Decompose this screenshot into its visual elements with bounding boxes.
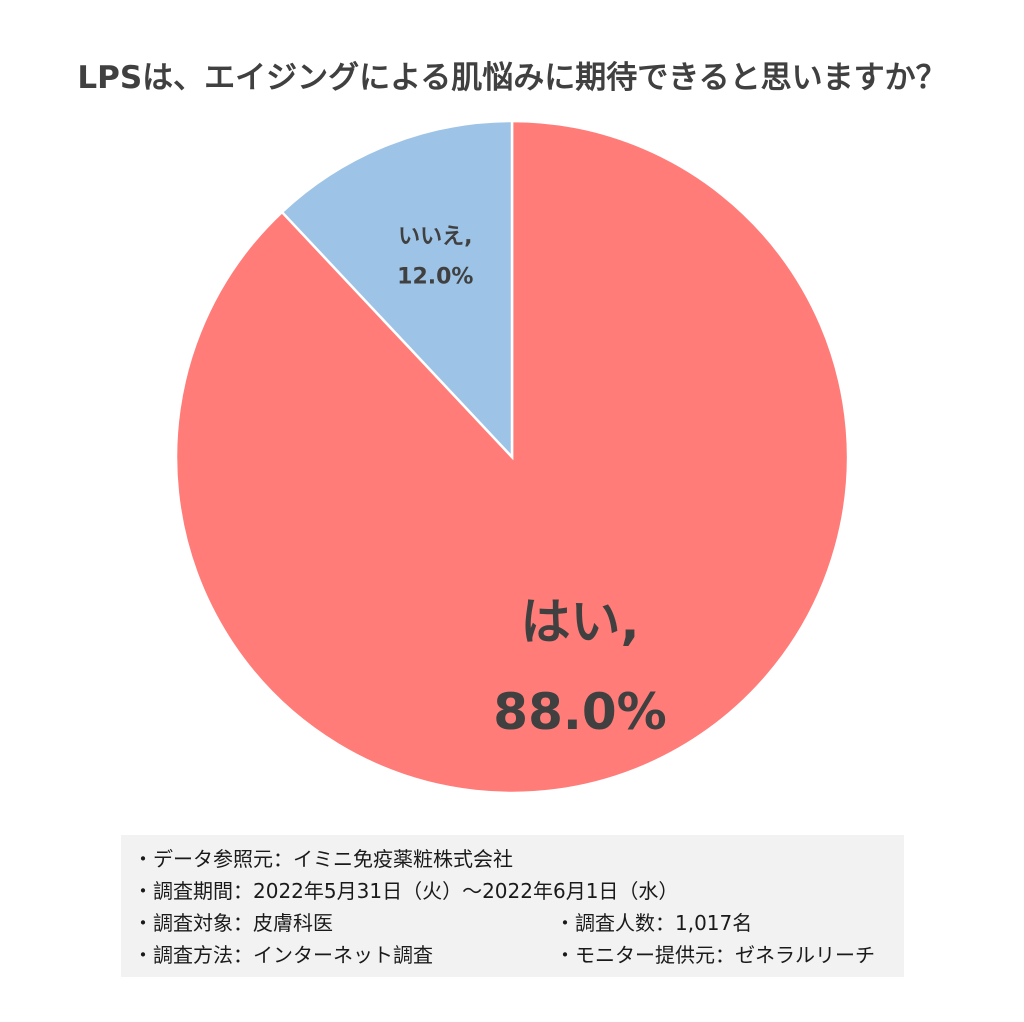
pie-slice-2 (280, 119, 514, 461)
note-row-method: ・調査方法：インターネット調査 ・モニター提供元：ゼネラルリーチ (133, 939, 904, 971)
note-target: ・調査対象：皮膚科医 (133, 911, 333, 935)
note-source: ・データ参照元：イミニ免疫薬粧株式会社 (133, 847, 513, 871)
survey-notes: ・データ参照元：イミニ免疫薬粧株式会社 ・調査期間：2022年5月31日（火）～… (121, 835, 904, 977)
note-period: ・調査期間：2022年5月31日（火）～2022年6月1日（水） (133, 879, 679, 903)
note-provider: ・モニター提供元：ゼネラルリーチ (555, 943, 875, 967)
chart-title: LPSは、エイジングによる肌悩みに期待できると思いますか？ (77, 60, 947, 96)
note-method: ・調査方法：インターネット調査 (133, 943, 433, 967)
note-row-period: ・調査期間：2022年5月31日（火）～2022年6月1日（水） (133, 875, 904, 907)
note-row-source: ・データ参照元：イミニ免疫薬粧株式会社 (133, 843, 904, 875)
slice-value-1: 88.0% (493, 683, 666, 741)
note-respondents: ・調査人数：1,017名 (555, 911, 753, 935)
slice-value-2: 12.0% (397, 264, 473, 289)
slice-label-1: はい, (521, 593, 640, 651)
note-row-target: ・調査対象：皮膚科医 ・調査人数：1,017名 (133, 907, 904, 939)
slice-label-2: いいえ, (398, 224, 472, 249)
